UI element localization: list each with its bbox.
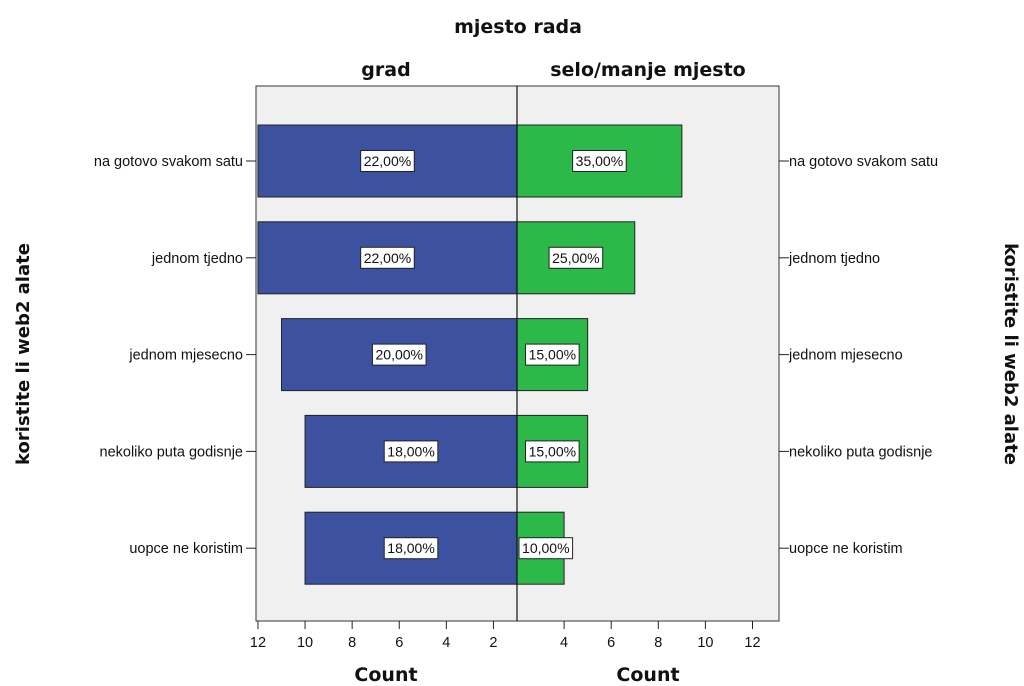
data-label-left-4-box (383, 537, 439, 560)
x-tick-label-left-0: 12 (250, 635, 266, 651)
data-label-left-2: 20,00% (371, 343, 427, 366)
x-tick-label-right-5: 12 (744, 635, 760, 651)
data-label-right-4-box (518, 537, 574, 560)
data-label-left-1-text: 22,00% (364, 250, 411, 266)
data-label-left-2-text: 20,00% (376, 347, 423, 363)
category-label-right-2: jednom mjesecno (788, 348, 903, 364)
data-label-left-3: 18,00% (383, 440, 439, 463)
data-label-left-2-box (371, 343, 427, 366)
category-label-left-4: uopce ne koristim (129, 541, 243, 557)
data-label-left-0: 22,00% (360, 150, 415, 172)
data-label-left-0-text: 22,00% (364, 153, 411, 169)
chart-title: mjesto rada (454, 16, 582, 38)
category-label-right-4: uopce ne koristim (789, 541, 903, 557)
data-label-right-3: 15,00% (525, 440, 580, 463)
x-tick-label-left-1: 10 (297, 635, 313, 651)
data-label-left-4: 18,00% (383, 537, 439, 560)
data-label-right-4-text: 10,00% (522, 540, 569, 556)
data-label-right-0-text: 35,00% (576, 153, 623, 169)
data-label-left-1: 22,00% (360, 246, 415, 269)
y-axis-label-left: koristite li web2 alate (13, 243, 34, 465)
data-label-right-2-text: 15,00% (529, 347, 576, 363)
x-tick-label-right-4: 10 (697, 635, 713, 651)
category-label-right-1: jednom tjedno (788, 251, 880, 267)
y-axis-label-right: koristite li web2 alate (1000, 243, 1021, 465)
data-label-left-3-box (383, 440, 439, 463)
x-tick-label-left-2: 8 (348, 635, 356, 651)
data-label-right-4: 10,00% (518, 537, 574, 560)
x-tick-label-left-3: 6 (395, 635, 403, 651)
category-label-left-2: jednom mjesecno (128, 348, 243, 364)
category-label-right-0: na gotovo svakom satu (789, 154, 938, 170)
data-label-left-4-text: 18,00% (387, 540, 434, 556)
data-label-right-2-box (525, 343, 580, 366)
data-label-left-3-text: 18,00% (387, 443, 434, 459)
data-label-right-3-box (525, 440, 580, 463)
x-tick-label-right-1: 4 (560, 635, 568, 651)
x-axis-label-right: Count (616, 664, 679, 686)
data-label-right-0-box (572, 150, 627, 172)
data-label-right-1-text: 25,00% (552, 250, 599, 266)
x-tick-label-right-3: 8 (654, 635, 662, 651)
panel-title-right: selo/manje mjesto (550, 59, 746, 81)
data-label-right-2: 15,00% (525, 343, 580, 366)
x-tick-label-left-4: 4 (442, 635, 450, 651)
data-label-left-1-box (360, 246, 415, 269)
category-label-right-3: nekoliko puta godisnje (789, 444, 933, 460)
data-label-right-1: 25,00% (548, 246, 604, 269)
category-label-left-3: nekoliko puta godisnje (100, 444, 244, 460)
x-tick-label-right-2: 6 (607, 635, 615, 651)
x-tick-label-left-5: 2 (489, 635, 497, 651)
x-axis-label-left: Count (354, 664, 417, 686)
category-label-left-0: na gotovo svakom satu (94, 154, 243, 170)
panel-title-left: grad (361, 59, 410, 81)
data-label-right-0: 35,00% (572, 150, 627, 172)
data-label-right-3-text: 15,00% (529, 443, 576, 459)
data-label-left-0-box (360, 150, 415, 172)
data-label-right-1-box (548, 246, 604, 269)
category-label-left-1: jednom tjedno (151, 251, 243, 267)
